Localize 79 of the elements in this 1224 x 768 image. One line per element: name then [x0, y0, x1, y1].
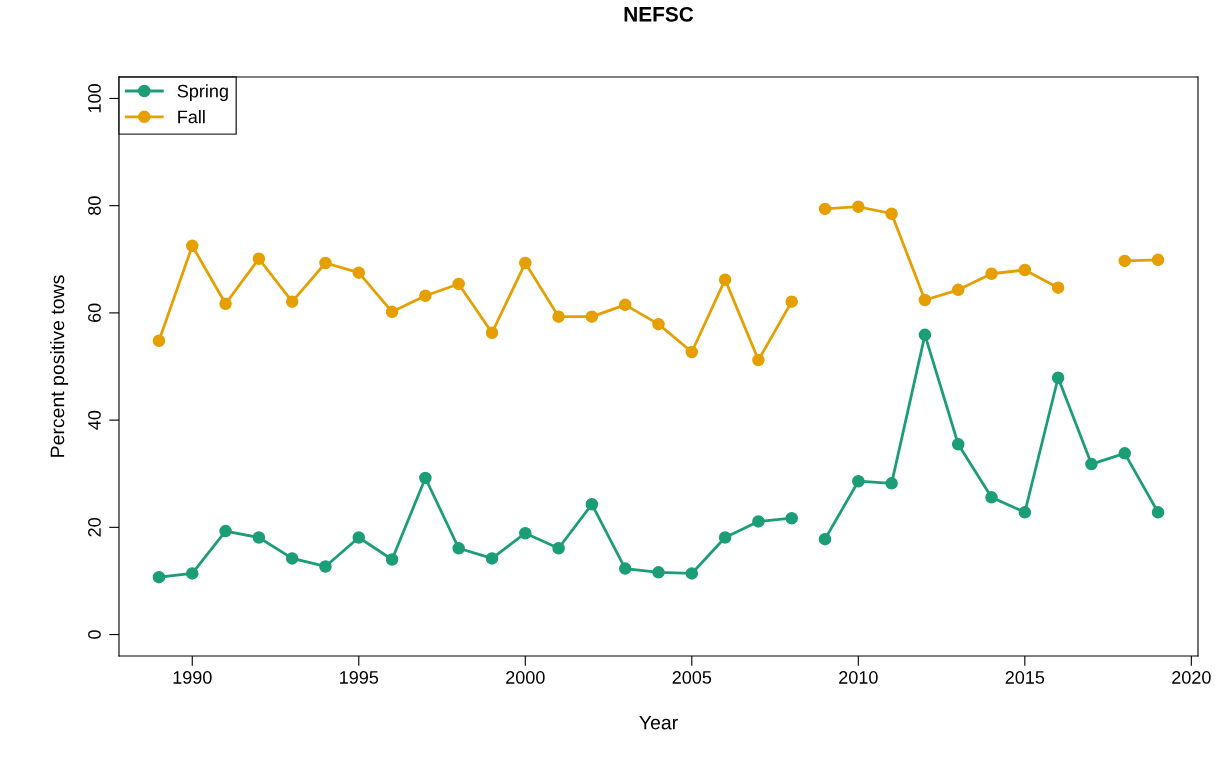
x-tick-label: 2000 — [506, 671, 545, 684]
point — [985, 491, 998, 504]
point — [519, 256, 532, 270]
point — [985, 267, 998, 281]
point — [552, 541, 565, 555]
point — [152, 334, 166, 348]
point — [885, 207, 898, 220]
point — [252, 252, 266, 265]
point — [419, 289, 432, 302]
point — [918, 328, 932, 342]
point — [285, 295, 299, 308]
y-tick-label: 60 — [88, 303, 101, 323]
point — [219, 297, 232, 311]
point — [319, 560, 332, 573]
point — [385, 305, 399, 319]
point — [752, 515, 765, 528]
point — [785, 295, 798, 308]
y-tick-label: 20 — [88, 518, 101, 537]
point — [352, 531, 366, 544]
point — [152, 570, 166, 584]
x-tick-label: 1990 — [173, 671, 212, 684]
point — [785, 511, 798, 525]
point — [1118, 447, 1131, 460]
point — [618, 298, 632, 312]
point — [485, 326, 499, 339]
point — [552, 310, 565, 323]
x-tick-label: 2010 — [839, 671, 878, 684]
point — [752, 353, 765, 367]
point — [1051, 281, 1065, 294]
point — [452, 277, 465, 291]
x-axis-title: Year — [639, 715, 678, 730]
x-tick-label: 2015 — [1005, 671, 1045, 684]
point — [585, 310, 599, 323]
x-tick-label: 2020 — [1172, 671, 1211, 684]
point — [885, 477, 898, 490]
point — [818, 202, 832, 216]
point — [951, 283, 965, 297]
point — [186, 567, 199, 580]
y-tick-label: 100 — [88, 84, 101, 113]
point — [652, 317, 665, 331]
point — [385, 553, 399, 566]
point — [585, 498, 599, 511]
legend-label: Spring — [177, 84, 228, 102]
y-tick-label: 80 — [88, 196, 101, 215]
point — [419, 471, 432, 485]
point — [685, 345, 699, 359]
point — [685, 567, 699, 580]
point — [1118, 254, 1131, 268]
point — [852, 474, 865, 488]
point — [186, 239, 199, 253]
y-tick-label: 40 — [88, 410, 101, 430]
point — [485, 552, 499, 565]
point — [285, 552, 299, 565]
point — [519, 526, 532, 540]
point — [1151, 506, 1165, 519]
point — [951, 437, 965, 451]
point — [718, 273, 732, 286]
point — [319, 256, 332, 270]
point — [1018, 263, 1032, 277]
point — [452, 541, 465, 555]
point — [918, 293, 932, 307]
legend-label: Fall — [178, 110, 205, 124]
point — [1051, 371, 1065, 385]
point — [219, 524, 232, 538]
x-tick-label: 2005 — [672, 671, 712, 684]
point — [652, 566, 665, 579]
point — [352, 266, 366, 279]
point — [1151, 253, 1165, 267]
x-tick-label: 1995 — [340, 671, 379, 684]
chart-title: NEFSC — [624, 6, 694, 22]
y-axis-title: Percent positive tows — [50, 275, 69, 457]
point — [718, 531, 732, 544]
point — [252, 531, 266, 544]
point — [1085, 457, 1098, 471]
point — [852, 200, 865, 213]
point — [618, 562, 632, 575]
y-tick-label: 0 — [88, 630, 101, 639]
point — [1018, 506, 1032, 519]
point — [818, 532, 832, 546]
